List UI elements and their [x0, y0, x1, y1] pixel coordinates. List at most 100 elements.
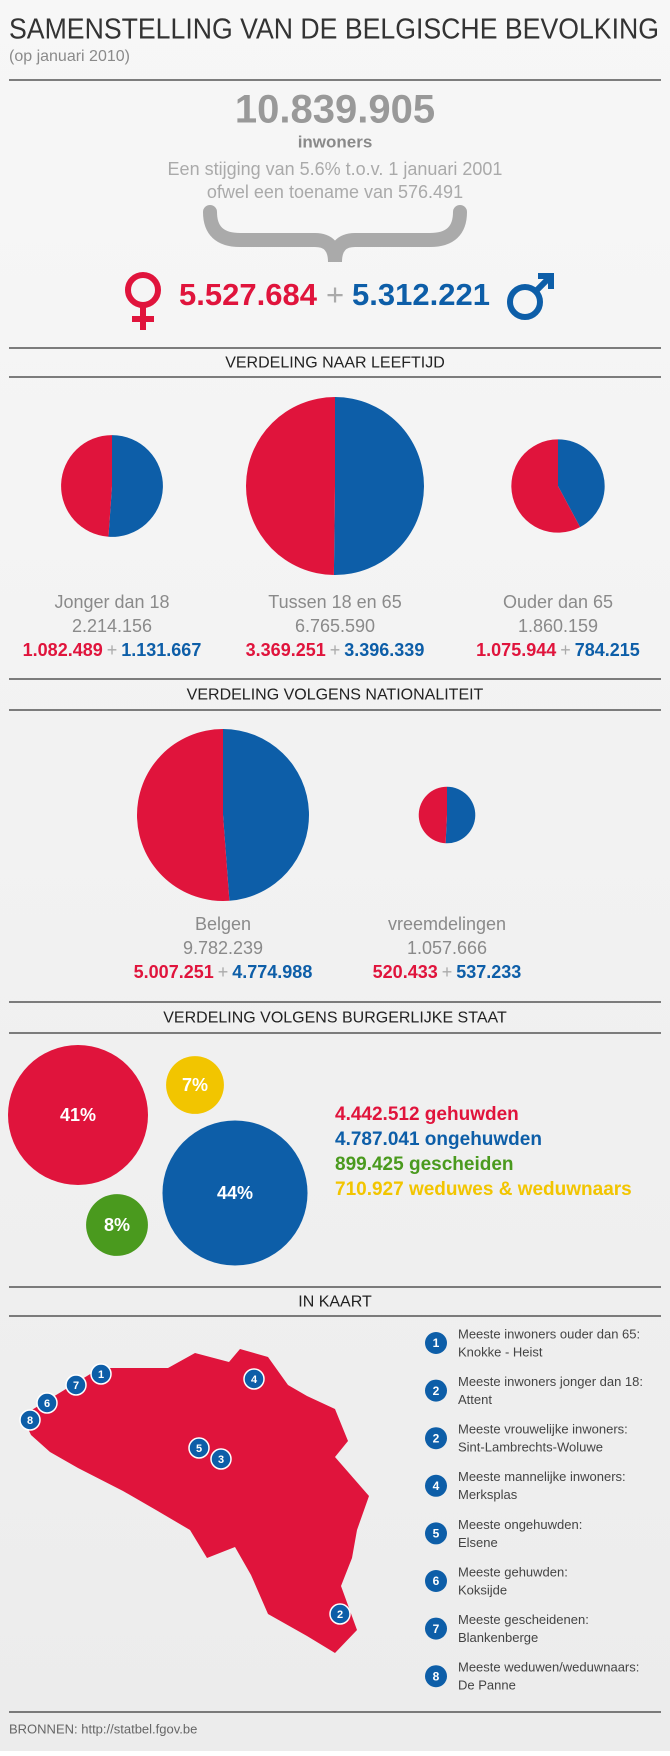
legend-entry: 710.927 weduwes & weduwnaars	[335, 1179, 632, 1200]
section-title: VERDELING NAAR LEEFTIJD	[225, 355, 445, 372]
map-marker	[210, 1448, 232, 1470]
male-symbol	[507, 273, 554, 320]
group-name: vreemdelingen	[388, 914, 506, 934]
list-marker	[425, 1522, 447, 1545]
bubble	[166, 1056, 224, 1114]
list-text: Meeste gescheidenen:	[458, 1612, 589, 1627]
list-number: 4	[433, 1479, 440, 1493]
group-total: 9.782.239	[183, 938, 263, 958]
pie-slice	[558, 439, 605, 528]
male-value: 3.396.339	[344, 640, 424, 660]
list-text: De Panne	[458, 1678, 516, 1693]
pie-slice	[61, 435, 112, 537]
list-text: Meeste inwoners jonger dan 18:	[458, 1374, 643, 1389]
map-marker-label: 4	[251, 1374, 258, 1386]
male-value: 784.215	[575, 640, 640, 660]
list-text: Meeste mannelijke inwoners:	[458, 1469, 626, 1484]
male-value: 1.131.667	[121, 640, 201, 660]
plus: +	[326, 277, 344, 312]
map-marker-label: 5	[196, 1443, 202, 1455]
list-marker	[425, 1570, 447, 1592]
list-text: Meeste ongehuwden:	[458, 1517, 582, 1532]
group-total: 1.057.666	[407, 938, 487, 958]
list-number: 7	[433, 1622, 440, 1636]
map-marker-label: 8	[27, 1415, 33, 1427]
male-total: 5.312.221	[352, 277, 490, 312]
footer: BRONNEN: http://statbel.fgov.be	[9, 1721, 197, 1736]
section-title: IN KAART	[298, 1294, 372, 1311]
list-text: Merksplas	[458, 1487, 518, 1502]
total-line: Een stijging van 5.6% t.o.v. 1 januari 2…	[168, 159, 503, 179]
plus: +	[218, 962, 229, 982]
female-value: 3.369.251	[246, 640, 326, 660]
pie-slice	[108, 435, 163, 537]
group-split: 1.075.944 +784.215	[476, 640, 640, 660]
map-marker	[329, 1603, 351, 1625]
female-total: 5.527.684	[179, 277, 318, 312]
section-title: VERDELING VOLGENS NATIONALITEIT	[187, 687, 484, 704]
plus: +	[330, 640, 341, 660]
legend-entry: 899.425 gescheiden	[335, 1154, 514, 1175]
group-total: 6.765.590	[295, 616, 375, 636]
legend-entry: 4.442.512 gehuwden	[335, 1104, 519, 1125]
female-value: 5.007.251	[134, 962, 214, 982]
total-unit: inwoners	[298, 132, 373, 151]
list-number: 2	[433, 1384, 440, 1398]
list-text: Koksijde	[458, 1582, 507, 1597]
subtitle: (op januari 2010)	[9, 48, 130, 65]
list-text: Elsene	[458, 1535, 498, 1550]
group-name: Ouder dan 65	[503, 592, 613, 612]
list-marker	[425, 1332, 447, 1354]
bubble-label: 7%	[182, 1075, 208, 1095]
list-number: 1	[433, 1336, 440, 1350]
bubble	[86, 1194, 148, 1256]
list-text: Meeste inwoners ouder dan 65:	[458, 1326, 640, 1341]
belgium-map	[22, 1349, 369, 1653]
map-marker-label: 3	[218, 1454, 224, 1466]
list-text: Meeste vrouwelijke inwoners:	[458, 1422, 628, 1437]
map-marker	[65, 1374, 87, 1396]
pie-slice	[445, 786, 476, 844]
group-split: 520.433 +537.233	[373, 962, 522, 982]
list-text: Knokke - Heist	[458, 1344, 543, 1359]
plus: +	[560, 640, 571, 660]
bubble-label: 44%	[217, 1183, 253, 1203]
group-split: 5.007.251 +4.774.988	[134, 962, 313, 982]
legend-entry: 4.787.041 ongehuwden	[335, 1129, 542, 1150]
female-symbol	[125, 272, 161, 330]
list-text: Meeste weduwen/weduwnaars:	[458, 1660, 639, 1675]
section-title: VERDELING VOLGENS BURGERLIJKE STAAT	[163, 1010, 507, 1027]
list-text: Sint-Lambrechts-Woluwe	[458, 1440, 603, 1455]
pie-slice	[246, 397, 335, 575]
list-number: 2	[433, 1431, 440, 1445]
total-line: ofwel een toename van 576.491	[207, 182, 463, 202]
group-name: Tussen 18 en 65	[268, 592, 401, 612]
list-text: Blankenberge	[458, 1630, 538, 1645]
group-total: 1.860.159	[518, 616, 598, 636]
list-text: Attent	[458, 1392, 492, 1407]
title: SAMENSTELLING VAN DE BELGISCHE BEVOLKING	[9, 14, 659, 46]
map-marker-label: 1	[98, 1369, 104, 1381]
group-total: 2.214.156	[72, 616, 152, 636]
group-split: 1.082.489 +1.131.667	[23, 640, 202, 660]
list-marker	[425, 1427, 447, 1450]
female-value: 1.075.944	[476, 640, 556, 660]
group-name: Belgen	[195, 914, 251, 934]
map-marker-label: 2	[337, 1609, 343, 1621]
plus: +	[442, 962, 453, 982]
bubble	[8, 1045, 148, 1185]
group-name: Jonger dan 18	[54, 592, 169, 612]
list-number: 8	[433, 1669, 440, 1683]
list-text: Meeste gehuwden:	[458, 1564, 568, 1579]
pie-slice	[418, 786, 447, 844]
map-marker	[243, 1368, 265, 1390]
list-marker	[425, 1474, 447, 1497]
male-value: 4.774.988	[232, 962, 312, 982]
brace	[203, 205, 467, 263]
list-marker	[425, 1379, 447, 1402]
list-number: 5	[433, 1527, 440, 1541]
map-marker	[36, 1392, 58, 1414]
pie-slice	[333, 397, 425, 576]
bubble-label: 41%	[60, 1105, 96, 1125]
